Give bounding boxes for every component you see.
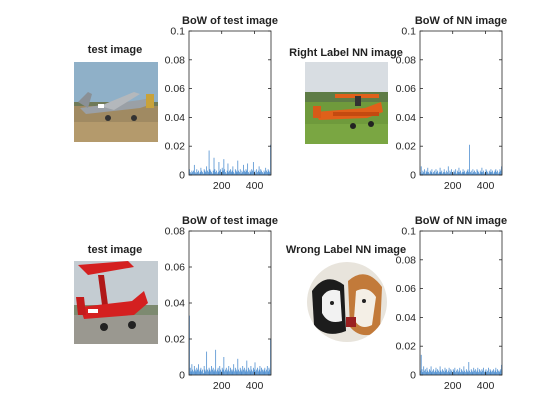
row2-nn-image-title: Wrong Label NN image <box>285 244 407 256</box>
chart-1-ytick-label: 0.08 <box>165 54 186 66</box>
row2-test-image-title: test image <box>87 244 143 256</box>
chart-2-ytick-label: 0.1 <box>401 26 416 38</box>
chart-4-axes-box <box>419 230 503 376</box>
row1-nn-image-title: Right Label NN image <box>289 47 403 59</box>
chart-3-ytick-label: 0.06 <box>165 262 186 274</box>
chart-2-ytick-label: 0 <box>410 170 416 182</box>
chart-4-xtick-label: 200 <box>444 380 462 392</box>
chart-3-ytick-label: 0.08 <box>165 226 186 238</box>
chart-1-ytick-label: 0.06 <box>165 83 186 95</box>
chart-1-ytick-label: 0 <box>179 170 185 182</box>
chart-3-title: BoW of test image <box>182 215 278 227</box>
chart-2-ytick-label: 0.02 <box>396 141 417 153</box>
chart-1-ytick-label: 0.02 <box>165 141 186 153</box>
chart-3-axes-box <box>188 230 272 376</box>
chart-4-ytick-label: 0.08 <box>396 254 417 266</box>
row2-nn-image-photo <box>307 262 387 342</box>
chart-2-xtick-label: 400 <box>477 180 495 192</box>
chart-1-ytick-label: 0.04 <box>165 112 186 124</box>
chart-1-ytick-label: 0.1 <box>170 26 185 38</box>
chart-2-axes-box <box>419 30 503 176</box>
row1-test-image-title: test image <box>87 44 143 56</box>
chart-1-title: BoW of test image <box>182 15 278 27</box>
chart-1-xtick-label: 200 <box>213 180 231 192</box>
chart-3-ytick-label: 0 <box>179 370 185 382</box>
chart-1-axes-box <box>188 30 272 176</box>
row1-nn-image-photo <box>305 62 388 144</box>
chart-2-ytick-label: 0.08 <box>396 54 417 66</box>
chart-3-xtick-label: 200 <box>213 380 231 392</box>
chart-2-ytick-label: 0.06 <box>396 83 417 95</box>
row2-test-image-photo <box>74 261 158 344</box>
chart-4-ytick-label: 0.02 <box>396 341 417 353</box>
chart-1-xtick-label: 400 <box>246 180 264 192</box>
chart-3-xtick-label: 400 <box>246 380 264 392</box>
chart-4-xtick-label: 400 <box>477 380 495 392</box>
chart-2-ytick-label: 0.04 <box>396 112 417 124</box>
chart-3-ytick-label: 0.02 <box>165 334 186 346</box>
chart-4-title: BoW of NN image <box>415 215 507 227</box>
chart-3-ytick-label: 0.04 <box>165 298 186 310</box>
chart-2-xtick-label: 200 <box>444 180 462 192</box>
chart-4-ytick-label: 0.1 <box>401 226 416 238</box>
chart-2-title: BoW of NN image <box>415 15 507 27</box>
chart-4-ytick-label: 0.04 <box>396 312 417 324</box>
row1-test-image-photo <box>74 62 158 144</box>
chart-4-ytick-label: 0 <box>410 370 416 382</box>
chart-4-ytick-label: 0.06 <box>396 283 417 295</box>
